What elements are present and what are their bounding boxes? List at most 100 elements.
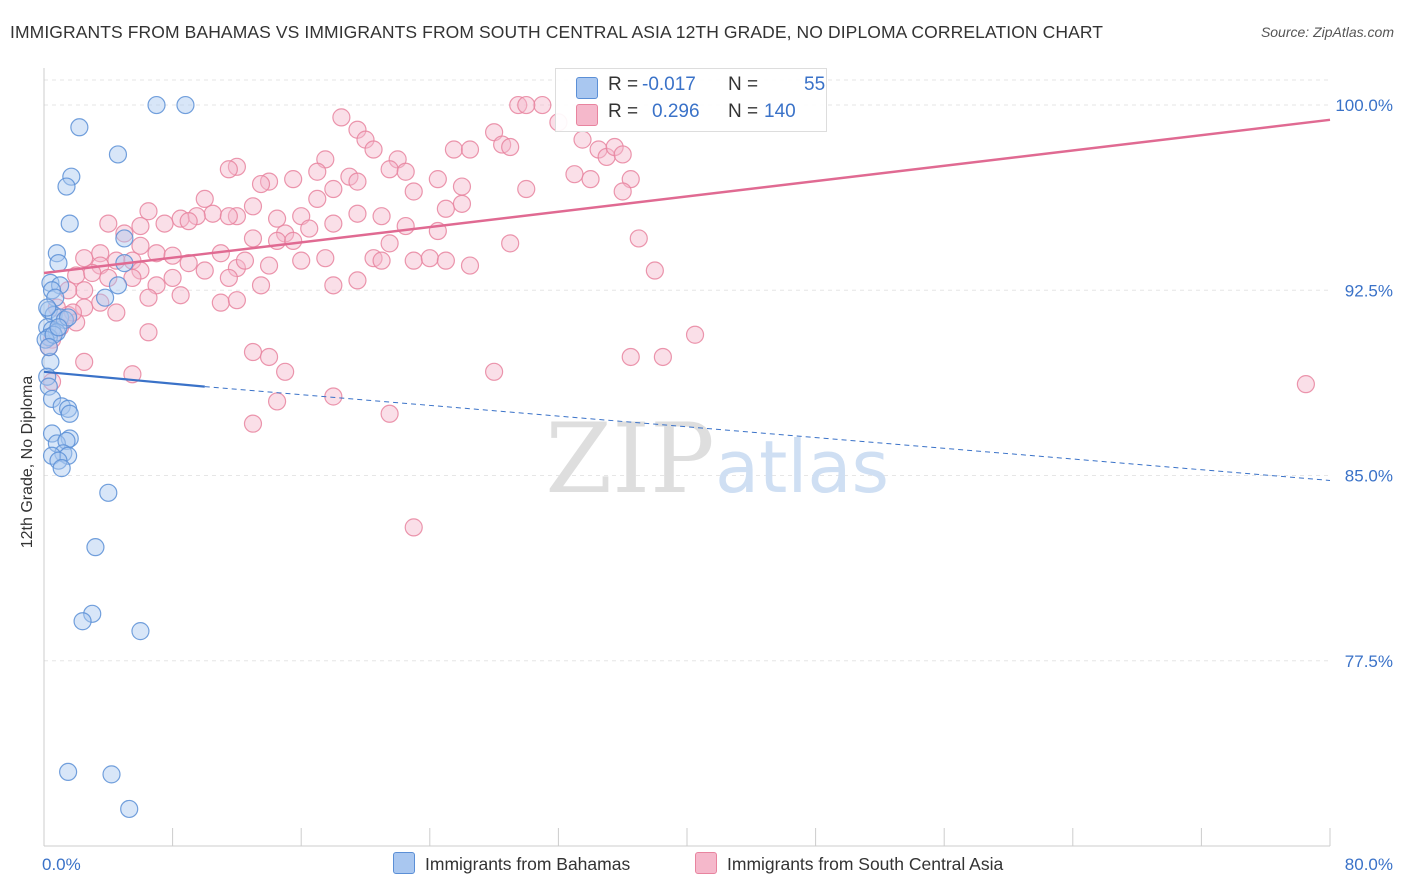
data-point <box>645 261 664 280</box>
data-point <box>436 199 455 218</box>
data-point <box>108 276 128 295</box>
y-tick-label: 100.0% <box>1335 96 1393 115</box>
data-point <box>284 170 303 189</box>
y-tick-label: 85.0% <box>1345 467 1393 486</box>
data-point <box>131 216 150 236</box>
data-point <box>259 256 279 275</box>
bottom-legend-bahamas[interactable]: Immigrants from Bahamas <box>393 852 630 875</box>
legend-n-label: N = <box>728 101 759 122</box>
x-tick-label-max: 80.0% <box>1345 855 1393 874</box>
data-point <box>60 214 79 233</box>
data-point <box>1296 375 1315 394</box>
data-point <box>267 209 287 228</box>
legend-swatch-pink <box>576 104 598 126</box>
data-point <box>75 298 94 317</box>
legend-n-label: N = <box>728 74 759 95</box>
data-point <box>284 231 303 250</box>
data-point <box>99 214 118 233</box>
correlation-legend: R = -0.017 N = 55 R = 0.296 N = 140 <box>555 68 827 132</box>
legend-n-value: 140 <box>764 101 796 122</box>
bottom-legend-south-central-asia[interactable]: Immigrants from South Central Asia <box>695 852 1003 875</box>
data-point <box>59 308 78 327</box>
data-point <box>251 174 271 194</box>
data-point <box>42 389 62 409</box>
data-point <box>115 224 134 243</box>
data-point <box>396 162 415 181</box>
series-bahamas <box>36 95 195 819</box>
data-point <box>259 347 279 367</box>
data-point <box>581 170 600 189</box>
data-point <box>203 204 222 223</box>
data-point <box>404 251 423 270</box>
data-point <box>501 234 520 253</box>
data-point <box>107 303 126 322</box>
data-point <box>452 194 472 213</box>
data-point <box>102 765 121 784</box>
data-point <box>460 140 480 159</box>
data-point <box>324 387 343 406</box>
data-point <box>380 404 399 423</box>
data-point <box>211 293 230 312</box>
x-tick-label-min: 0.0% <box>42 855 81 874</box>
data-point <box>171 286 190 305</box>
watermark-zip: ZIP <box>545 403 714 515</box>
data-point <box>243 197 263 216</box>
data-point <box>75 281 94 300</box>
data-point <box>308 189 327 209</box>
data-point <box>139 288 158 307</box>
legend-n-value: 55 <box>804 74 826 95</box>
data-point <box>131 622 150 641</box>
trend-line-bahamas <box>43 370 205 388</box>
data-point <box>428 170 447 189</box>
legend-swatch-blue <box>576 77 598 99</box>
data-point <box>52 459 71 478</box>
trend-line-south-central-asia <box>43 118 1331 275</box>
data-point <box>42 424 62 443</box>
data-point <box>380 160 399 179</box>
data-point <box>452 177 472 196</box>
data-point <box>75 352 94 372</box>
data-point <box>292 251 311 270</box>
data-point <box>533 95 552 115</box>
data-point <box>685 325 705 344</box>
data-point <box>324 276 343 295</box>
data-point <box>59 762 78 782</box>
legend-r-value: 0.296 <box>652 101 700 122</box>
data-point <box>195 189 214 209</box>
data-point <box>629 229 648 248</box>
data-point <box>235 251 255 270</box>
data-point <box>621 347 640 367</box>
trend-line-bahamas-extension <box>204 386 1331 481</box>
source-credit: Source: ZipAtlas.com <box>1260 24 1394 40</box>
y-tick-labels: 77.5% 85.0% 92.5% 100.0% <box>1335 96 1393 671</box>
data-point <box>517 95 536 115</box>
data-point <box>38 298 57 317</box>
data-point <box>57 177 76 196</box>
data-point <box>41 352 60 372</box>
data-point <box>348 271 367 290</box>
data-point <box>219 160 238 179</box>
data-point <box>99 268 118 288</box>
data-point <box>517 179 536 199</box>
data-point <box>460 256 480 275</box>
data-point <box>613 182 632 201</box>
data-point <box>613 145 632 164</box>
data-point <box>565 165 584 184</box>
data-point <box>348 204 367 223</box>
data-point <box>348 172 367 191</box>
data-point <box>404 182 423 201</box>
bottom-legend-swatch-pink <box>695 852 717 874</box>
data-point <box>99 483 118 502</box>
data-point <box>573 130 592 149</box>
data-point <box>95 288 115 307</box>
data-point <box>49 254 68 273</box>
data-point <box>243 414 263 433</box>
data-point <box>653 347 672 367</box>
data-point <box>324 179 343 199</box>
data-point <box>139 202 158 221</box>
data-point <box>219 268 238 288</box>
data-point <box>396 216 415 236</box>
data-point <box>62 167 81 186</box>
data-point <box>404 518 423 537</box>
data-point <box>139 323 158 342</box>
